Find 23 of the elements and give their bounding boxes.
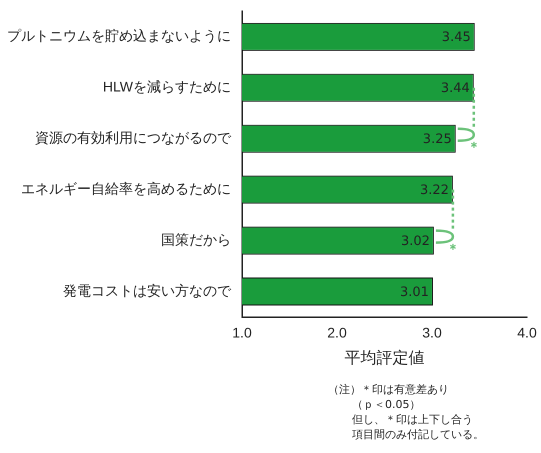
data-label: 3.02 [400, 234, 430, 249]
x-tick-label: 1.0 [232, 324, 252, 340]
data-label: 3.25 [422, 132, 452, 148]
annotation: ＊ [467, 140, 480, 156]
text: 但し、＊印は上下し合う [351, 412, 474, 427]
y-tick-label: プルトニウムを貯め込まないように [7, 28, 231, 44]
y-tick-label: 発電コストは安い方なので [63, 282, 232, 298]
annotation: ＊ [446, 242, 460, 257]
x-axis-title: 平均評定値 [344, 348, 424, 367]
x-tick-label: 3.0 [422, 324, 442, 340]
x-tick-label: 4.0 [517, 324, 537, 340]
text: （注）＊印は有意差あり [328, 382, 450, 397]
x-tick-label: 2.0 [327, 324, 347, 340]
y-tick-label: エネルギー自給率を高めるために [21, 180, 231, 197]
data-label: 3.01 [400, 284, 429, 300]
y-tick-label: 国策だから [161, 231, 231, 248]
text: （ｐ＜0.05） [351, 397, 422, 412]
data-label: 3.22 [420, 183, 449, 198]
y-tick-label: 資源の有効利用につながるので [35, 130, 232, 146]
data-label: 3.44 [440, 81, 470, 96]
data-label: 3.45 [442, 30, 471, 46]
text: 項目間のみ付記している。 [351, 427, 484, 442]
y-tick-label: HLWを減らすために [102, 78, 231, 95]
